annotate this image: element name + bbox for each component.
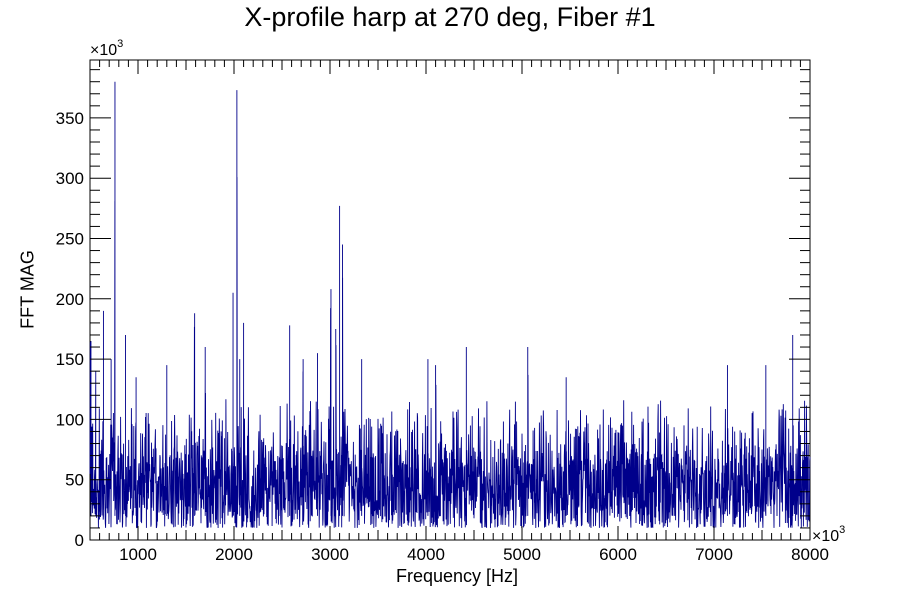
x-tick-label: 8000 (791, 545, 829, 564)
axis-ticks: 0 50 100 150 200 250 300 350 1000 2000 3000 4000 500… (56, 60, 829, 564)
plot-frame (89, 59, 811, 541)
x-tick-label: 2000 (215, 545, 253, 564)
y-tick-label: 250 (56, 229, 84, 248)
y-tick-label: 350 (56, 109, 84, 128)
y-multiplier: ×103 (90, 38, 124, 59)
fft-series-line (89, 81, 811, 529)
y-tick-label: 50 (65, 471, 84, 490)
y-tick-label: 200 (56, 290, 84, 309)
y-tick-label: 300 (56, 169, 84, 188)
x-tick-label: 7000 (695, 545, 733, 564)
x-tick-label: 4000 (407, 545, 445, 564)
x-axis-label: Frequency [Hz] (395, 566, 518, 586)
x-tick-label: 3000 (311, 545, 349, 564)
y-tick-label: 150 (56, 350, 84, 369)
y-axis-label: FFT MAG (17, 250, 38, 329)
x-tick-label: 5000 (503, 545, 541, 564)
chart-title: X-profile harp at 270 deg, Fiber #1 (244, 2, 656, 32)
fft-trace (89, 81, 811, 529)
y-tick-label: 100 (56, 410, 84, 429)
y-tick-label: 0 (75, 531, 84, 550)
x-multiplier: ×103 (812, 524, 846, 545)
x-tick-label: 6000 (599, 545, 637, 564)
x-tick-label: 1000 (119, 545, 157, 564)
